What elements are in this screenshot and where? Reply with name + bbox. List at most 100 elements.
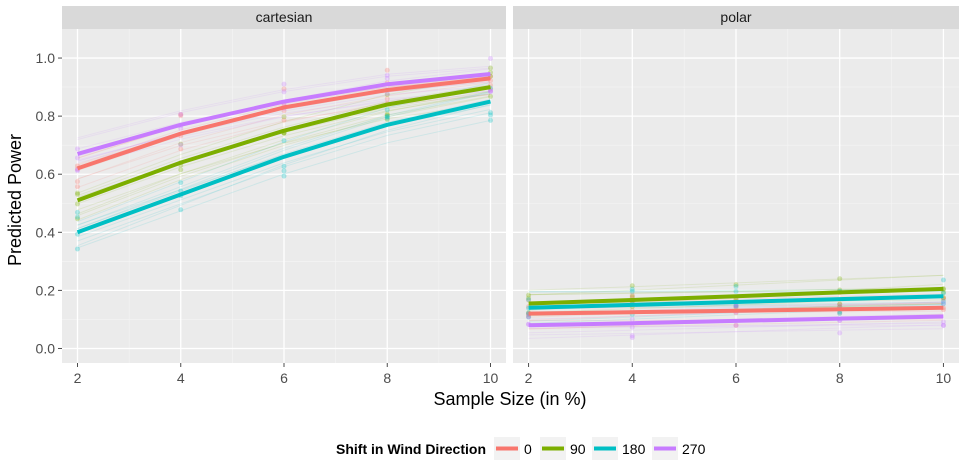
point-0 [526,297,532,303]
point-270 [178,111,184,117]
bootstrap-line-270 [528,328,944,336]
point-0 [733,303,739,309]
x-tick-label: 6 [280,370,288,386]
point-90 [526,292,532,298]
bootstrap-line-270 [77,65,491,139]
point-90 [384,111,390,117]
point-90 [629,283,635,289]
bootstrap-line-270 [528,325,944,327]
bootstrap-line-0 [528,319,944,329]
point-270 [629,335,635,341]
point-180 [733,303,739,309]
point-180 [940,298,946,304]
x-tick-label: 8 [836,370,844,386]
point-270 [281,81,287,87]
bootstrap-line-180 [77,119,491,249]
y-tick-label: 0.2 [36,282,56,298]
strip-label-cartesian: cartesian [256,9,313,25]
point-180 [629,288,635,294]
point-180 [384,114,390,120]
point-0 [837,301,843,307]
point-270 [384,91,390,97]
point-180 [940,277,946,283]
point-180 [837,311,843,317]
bootstrap-line-270 [77,67,491,140]
point-90 [940,289,946,295]
point-180 [74,214,80,220]
bootstrap-line-90 [77,96,491,221]
point-180 [488,112,494,118]
point-180 [733,283,739,289]
point-270 [837,303,843,309]
point-90 [178,141,184,147]
fitted-lines [528,286,944,328]
point-180 [281,168,287,174]
point-90 [74,190,80,196]
point-270 [837,330,843,336]
bootstrap-line-90 [528,274,944,296]
x-tick-label: 4 [177,370,185,386]
bootstrap-line-270 [77,91,491,161]
point-180 [526,297,532,303]
legend-label-180: 180 [622,441,646,457]
point-0 [384,67,390,73]
point-180 [178,180,184,186]
bootstrap-line-90 [77,75,491,194]
point-270 [940,322,946,328]
strip-label-polar: polar [720,9,751,25]
point-90 [488,93,494,99]
point-180 [488,110,494,116]
point-270 [488,88,494,94]
point-180 [526,314,532,320]
bootstrap-line-90 [77,84,491,197]
y-axis: 0.0 0.2 0.4 0.6 0.8 1.0 [36,50,62,356]
point-180 [384,115,390,121]
point-180 [178,207,184,213]
x-axis-title: Sample Size (in %) [433,389,586,409]
strip-cartesian [62,6,506,29]
bootstrap-line-90 [528,287,944,295]
x-tick-label: 4 [628,370,636,386]
legend-entry-90: 90 [540,437,586,460]
point-180 [733,288,739,294]
point-0 [281,86,287,92]
series-line-polar-90 [528,286,944,306]
x-tick-label: 6 [732,370,740,386]
point-270 [629,324,635,330]
point-0 [178,146,184,152]
point-270 [178,142,184,148]
legend-label-270: 270 [682,441,706,457]
legend: Shift in Wind Direction 0 90 180 270 [336,437,706,460]
x-tick-label: 8 [383,370,391,386]
bootstrap-line-90 [77,102,491,211]
x-axis: 2 4 6 8 10 2 4 6 8 10 [74,363,951,386]
point-90 [837,276,843,282]
legend-entry-0: 0 [494,437,532,460]
point-0 [837,310,843,316]
y-tick-label: 1.0 [36,50,56,66]
bootstrap-line-270 [77,85,491,162]
bootstrap-line-180 [77,90,491,226]
point-90 [488,65,494,71]
bootstrap-line-90 [77,91,491,215]
bootstrap-line-180 [77,91,491,230]
fitted-lines [76,72,491,235]
point-0 [384,96,390,102]
point-270 [940,322,946,328]
point-270 [940,319,946,325]
point-270 [488,89,494,95]
point-270 [733,303,739,309]
series-line-cartesian-0 [76,76,491,171]
y-tick-label: 0.6 [36,166,56,182]
point-90 [384,116,390,122]
point-0 [629,292,635,298]
point-270 [488,88,494,94]
point-90 [526,295,532,301]
point-0 [281,117,287,123]
bootstrap-line-0 [77,75,491,165]
bootstrap-line-90 [77,93,491,205]
point-90 [733,282,739,288]
y-tick-label: 0.0 [36,340,56,356]
point-90 [178,167,184,173]
